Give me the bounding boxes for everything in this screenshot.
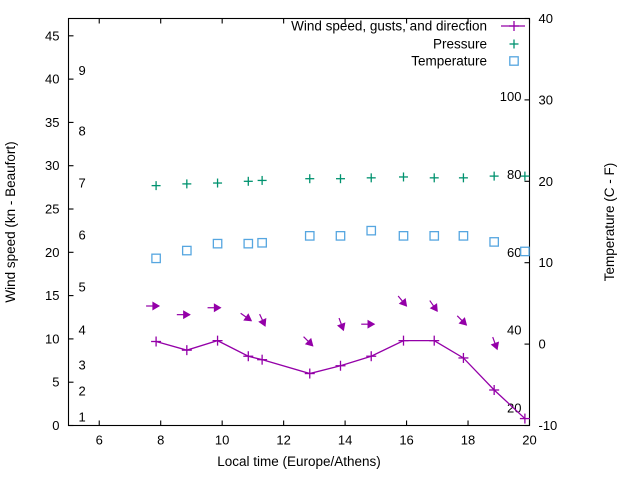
gust-direction-arrow bbox=[303, 336, 314, 347]
plot-area-border bbox=[67, 17, 531, 427]
temperature-marker bbox=[181, 245, 192, 256]
y-axis-title: Wind speed (kn - Beaufort) bbox=[3, 141, 18, 302]
gust-direction-arrow bbox=[258, 313, 267, 327]
x-tick-label: 10 bbox=[215, 433, 229, 448]
temperature-marker bbox=[257, 237, 267, 248]
legend-sample-marker-2 bbox=[509, 56, 519, 66]
pressure-scale-label: 100 bbox=[500, 89, 522, 104]
pressure-scale-label: 80 bbox=[507, 167, 521, 182]
x-axis-ticks-group: 6 8 10 12 14 16 18 20 bbox=[96, 18, 537, 448]
y-tick-label: 40 bbox=[45, 72, 59, 87]
legend-label-1: Pressure bbox=[433, 37, 487, 52]
beaufort-label: 8 bbox=[79, 124, 86, 139]
x-tick-label: 18 bbox=[461, 433, 475, 448]
y-tick-label: 0 bbox=[52, 418, 59, 433]
temperature-marker bbox=[458, 231, 469, 241]
temperature-marker bbox=[212, 238, 223, 249]
temperature-marker bbox=[151, 253, 161, 264]
beaufort-label: 9 bbox=[79, 63, 86, 78]
y2-tick-label: 0 bbox=[539, 337, 546, 352]
x-tick-label: 6 bbox=[96, 433, 103, 448]
y-tick-label: 45 bbox=[45, 28, 59, 43]
series-gusts bbox=[146, 295, 500, 351]
wind-speed-line bbox=[155, 339, 526, 420]
temperature-marker bbox=[398, 231, 409, 241]
temperature-marker bbox=[366, 225, 377, 236]
y2-tick-label: 20 bbox=[539, 174, 553, 189]
beaufort-label: 7 bbox=[79, 176, 86, 191]
x-tick-label: 14 bbox=[338, 433, 352, 448]
x-tick-label: 8 bbox=[157, 433, 164, 448]
gust-direction-arrow bbox=[397, 295, 408, 307]
x-tick-label: 12 bbox=[276, 433, 290, 448]
beaufort-label: 4 bbox=[79, 323, 86, 338]
gust-direction-arrow bbox=[146, 301, 161, 311]
x-axis-title: Local time (Europe/Athens) bbox=[217, 454, 381, 469]
y-tick-label: 30 bbox=[45, 158, 59, 173]
temperature-marker bbox=[243, 238, 254, 249]
y2-axis-title: Temperature (C - F) bbox=[602, 163, 617, 282]
gust-direction-arrow bbox=[361, 319, 376, 329]
beaufort-label: 3 bbox=[79, 357, 86, 372]
beaufort-label: 1 bbox=[79, 409, 86, 424]
y-tick-label: 10 bbox=[45, 331, 59, 346]
gust-direction-arrow bbox=[176, 310, 191, 320]
y2-axis-ticks-group: -10 0 10 20 30 40 bbox=[524, 11, 558, 433]
y2-tick-label: -10 bbox=[539, 418, 558, 433]
y-tick-label: 25 bbox=[45, 202, 59, 217]
gust-direction-arrow bbox=[490, 336, 500, 351]
pressure-scale-label: 40 bbox=[507, 323, 521, 338]
gust-direction-arrow bbox=[429, 300, 438, 313]
series-wind-speed-gusts-and-direction bbox=[151, 335, 530, 424]
temperature-marker bbox=[489, 237, 500, 247]
y-tick-label: 35 bbox=[45, 115, 59, 130]
beaufort-inner-labels-group: 1 2 3 4 5 6 7 8 9 bbox=[79, 63, 86, 424]
series-temperature bbox=[151, 225, 530, 264]
y-tick-label: 15 bbox=[45, 288, 59, 303]
legend-label-0: Wind speed, gusts, and direction bbox=[291, 19, 487, 34]
series-pressure bbox=[151, 171, 530, 191]
axis-titles-group: Local time (Europe/Athens) Wind speed (kn… bbox=[3, 141, 617, 469]
legend-label-2: Temperature bbox=[411, 54, 487, 69]
beaufort-label: 5 bbox=[79, 279, 86, 294]
beaufort-label: 6 bbox=[79, 227, 86, 242]
gust-direction-arrow bbox=[240, 312, 253, 322]
y-axis-ticks-group: 0 5 10 15 20 25 30 35 40 45 bbox=[45, 28, 74, 433]
y-tick-label: 20 bbox=[45, 245, 59, 260]
temperature-marker bbox=[520, 246, 530, 257]
pressure-scale-label: 60 bbox=[507, 245, 521, 260]
temperature-marker bbox=[335, 231, 346, 241]
gust-direction-arrow bbox=[207, 303, 222, 313]
temperature-marker bbox=[304, 231, 315, 241]
x-tick-label: 20 bbox=[522, 433, 536, 448]
y2-tick-label: 30 bbox=[539, 92, 553, 107]
x-tick-label: 16 bbox=[399, 433, 413, 448]
y2-tick-label: 10 bbox=[539, 255, 553, 270]
beaufort-label: 2 bbox=[79, 383, 86, 398]
legend-group: Wind speed, gusts, and direction Pressure… bbox=[291, 19, 525, 69]
temperature-marker bbox=[429, 231, 440, 241]
gust-direction-arrow bbox=[456, 315, 468, 326]
gust-direction-arrow bbox=[336, 317, 346, 332]
plot-frame-group bbox=[67, 17, 531, 427]
y-tick-label: 5 bbox=[52, 375, 59, 390]
y2-tick-label: 40 bbox=[539, 11, 553, 26]
data-series-group bbox=[146, 171, 530, 424]
